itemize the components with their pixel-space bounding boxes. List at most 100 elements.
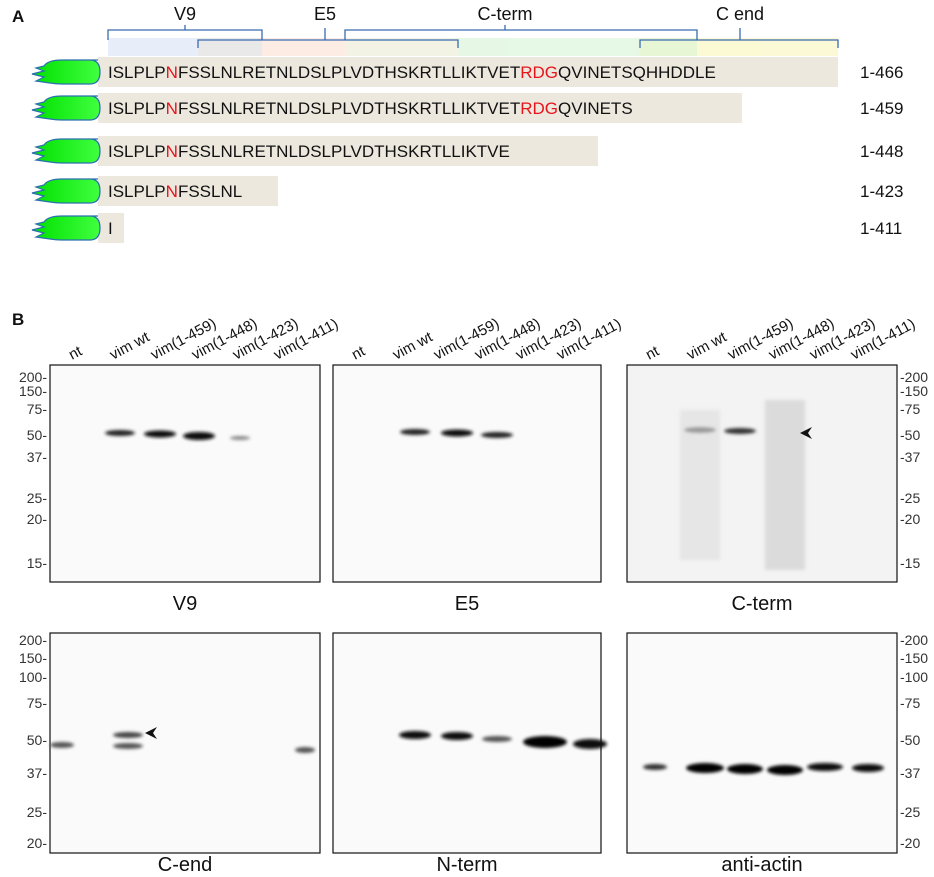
arrowheads xyxy=(145,427,812,739)
epitope-regions xyxy=(108,38,838,56)
construct-row: ISLPLPNFSSLNLRETNLDSLPLVDTHSKRTLLIKTVE 1-… xyxy=(31,136,903,166)
mw-marker: 100- xyxy=(19,669,47,685)
sequence: ISLPLPNFSSLNL xyxy=(108,182,242,201)
mw-marker: -25 xyxy=(900,490,920,506)
range-label: 1-411 xyxy=(860,219,902,238)
residues: FSSLNLRETNLDSLPLVDTHSKRTLLIKTVET xyxy=(178,63,520,82)
mw-marker: -100 xyxy=(900,669,928,685)
blot xyxy=(626,364,898,583)
epitope-brackets xyxy=(107,25,839,48)
sequence: I xyxy=(108,219,113,238)
epitope-label: E5 xyxy=(314,4,336,24)
protein-icon xyxy=(31,59,101,85)
lane-label: vim wt xyxy=(107,328,153,363)
mw-marker: 150- xyxy=(19,383,47,399)
lane-label: nt xyxy=(66,342,86,363)
mw-marker: -50 xyxy=(900,427,920,443)
protein-icon xyxy=(31,178,101,204)
construct-row: ISLPLPNFSSLNLRETNLDSLPLVDTHSKRTLLIKTVETR… xyxy=(31,93,903,123)
range-label: 1-423 xyxy=(860,182,903,201)
blot-caption: V9 xyxy=(173,593,197,615)
mw-marker: -200 xyxy=(900,632,928,648)
sequence-box xyxy=(98,136,598,166)
residues: ISLPLP xyxy=(108,99,166,118)
blot xyxy=(49,364,321,583)
panel-label: A xyxy=(12,7,24,26)
sequence: ISLPLPNFSSLNLRETNLDSLPLVDTHSKRTLLIKTVETR… xyxy=(108,63,716,82)
range-label: 1-448 xyxy=(860,142,903,161)
residues: ISLPLP xyxy=(108,142,166,161)
construct-row: ISLPLPNFSSLNLRETNLDSLPLVDTHSKRTLLIKTVETR… xyxy=(31,57,903,87)
residues: QVINETSQHHDDLE xyxy=(558,63,716,82)
mw-marker: 20- xyxy=(27,835,48,851)
residues: FSSLNLRETNLDSLPLVDTHSKRTLLIKTVET xyxy=(178,99,520,118)
mw-marker: -25 xyxy=(900,804,920,820)
protein-icon xyxy=(31,138,101,164)
blots: V9 E5 C-term C-end N-term anti-actin nt vim wt v… xyxy=(19,315,928,876)
mw-marker: 20- xyxy=(27,511,48,527)
residues: N xyxy=(166,142,178,161)
residues: FSSLNLRETNLDSLPLVDTHSKRTLLIKTVE xyxy=(178,142,510,161)
epitope-labels: V9 E5 C-term C end xyxy=(174,4,764,24)
mw-marker: 75- xyxy=(27,695,48,711)
residues: ISLPLP xyxy=(108,182,166,201)
mw-marker: -75 xyxy=(900,401,920,417)
epitope-label: C-term xyxy=(478,4,533,24)
construct-row: ISLPLPNFSSLNL 1-423 xyxy=(31,176,903,206)
mw-marker: 37- xyxy=(27,765,48,781)
construct-rows: ISLPLPNFSSLNLRETNLDSLPLVDTHSKRTLLIKTVETR… xyxy=(31,57,903,243)
blot-caption: E5 xyxy=(455,593,479,615)
lane-label: nt xyxy=(349,342,369,363)
mw-marker: 25- xyxy=(27,490,48,506)
residues: RDG xyxy=(520,63,558,82)
blot-caption: C-term xyxy=(731,593,792,615)
blot-caption: anti-actin xyxy=(721,854,802,876)
residues: QVINETS xyxy=(558,99,633,118)
mw-marker: -150 xyxy=(900,650,928,666)
mw-marker: 200- xyxy=(19,632,47,648)
sequence-box xyxy=(98,57,838,87)
mw-marker: 50- xyxy=(27,732,48,748)
mw-marker: -75 xyxy=(900,695,920,711)
blot xyxy=(626,632,898,854)
sequence-box xyxy=(98,176,278,206)
lane-label: vim wt xyxy=(684,328,730,363)
sequence-box xyxy=(98,213,124,243)
blot-caption: N-term xyxy=(436,854,497,876)
lane-label: nt xyxy=(643,342,663,363)
mw-marker: -37 xyxy=(900,449,920,465)
residues: FSSLNL xyxy=(178,182,242,201)
sequence-box xyxy=(98,93,742,123)
panel-label: B xyxy=(12,310,24,329)
residues: I xyxy=(108,219,113,238)
mw-marker: -20 xyxy=(900,511,920,527)
residues: N xyxy=(166,63,178,82)
mw-marker: -37 xyxy=(900,765,920,781)
residues: N xyxy=(166,182,178,201)
mw-marker: 15- xyxy=(27,555,48,571)
residues: N xyxy=(166,99,178,118)
mw-marker: -15 xyxy=(900,555,920,571)
sequence: ISLPLPNFSSLNLRETNLDSLPLVDTHSKRTLLIKTVE xyxy=(108,142,510,161)
blot-caption: C-end xyxy=(158,854,212,876)
epitope-label: C end xyxy=(716,4,764,24)
mw-marker: -50 xyxy=(900,732,920,748)
mw-marker: -200 xyxy=(900,369,928,385)
mw-marker: 150- xyxy=(19,650,47,666)
mw-marker: -150 xyxy=(900,383,928,399)
protein-icon xyxy=(31,215,101,241)
residues: ISLPLP xyxy=(108,63,166,82)
blot xyxy=(332,364,602,583)
sequence: ISLPLPNFSSLNLRETNLDSLPLVDTHSKRTLLIKTVETR… xyxy=(108,99,633,118)
mw-marker: 50- xyxy=(27,427,48,443)
mw-marker: 75- xyxy=(27,401,48,417)
range-label: 1-459 xyxy=(860,99,903,118)
range-label: 1-466 xyxy=(860,63,903,82)
mw-marker: 200- xyxy=(19,369,47,385)
epitope-label: V9 xyxy=(174,4,196,24)
mw-marker: 37- xyxy=(27,449,48,465)
protein-icon xyxy=(31,95,101,121)
blot xyxy=(49,632,321,854)
mw-marker: -20 xyxy=(900,835,920,851)
